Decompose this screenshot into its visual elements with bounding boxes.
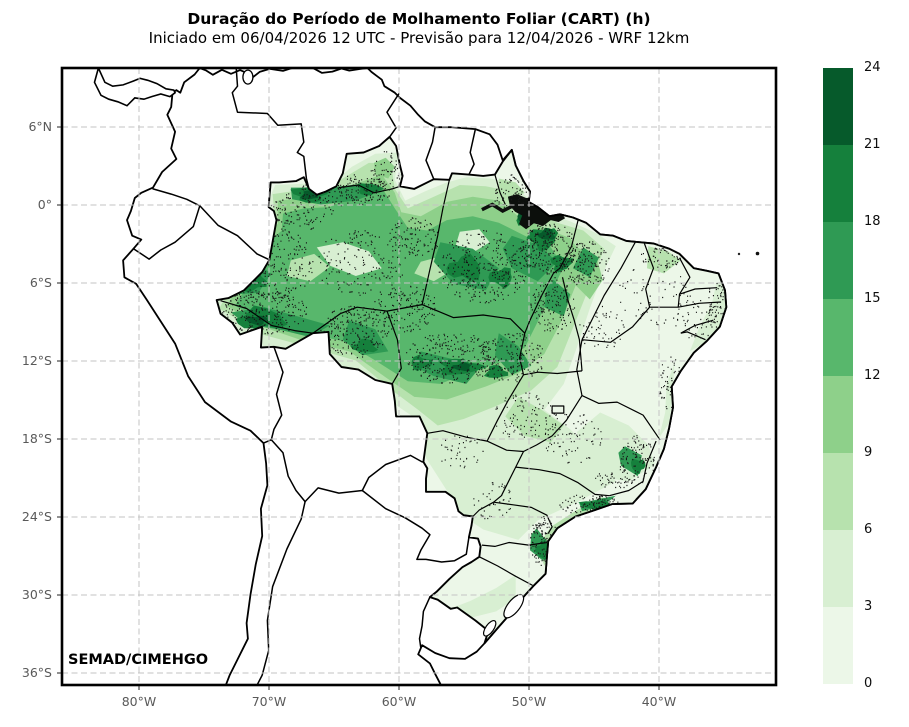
state-borders xyxy=(220,174,722,586)
colorbar-swatch xyxy=(823,299,853,376)
colorbar-swatch xyxy=(823,145,853,222)
lat-tick-label: 6°S xyxy=(29,275,52,290)
lon-tick-label: 40°W xyxy=(641,694,677,709)
fernando-de-noronha-dot xyxy=(755,251,760,256)
colorbar-tick-label: 21 xyxy=(864,137,881,152)
colorbar-swatch xyxy=(823,453,853,530)
credit-label: SEMAD/CIMEHGO xyxy=(68,652,209,668)
lon-tick-label: 60°W xyxy=(381,694,417,709)
lat-tick-label: 36°S xyxy=(21,665,52,680)
atol-das-rocas-dot xyxy=(737,252,741,256)
lake-maracaibo xyxy=(242,69,254,85)
colorbar-tick-label: 9 xyxy=(864,445,873,460)
colorbar-swatch xyxy=(823,222,853,299)
brazil-border xyxy=(215,135,728,645)
lat-tick-label: 6°N xyxy=(28,119,52,134)
gridlines xyxy=(62,68,776,685)
lon-tick-label: 70°W xyxy=(251,694,287,709)
colorbar-tick-label: 12 xyxy=(864,368,881,383)
map-geography xyxy=(93,68,760,685)
colorbar-tick-label: 0 xyxy=(864,676,873,691)
lat-tick-label: 0° xyxy=(37,197,52,212)
colorbar-tick-label: 15 xyxy=(864,291,881,306)
lat-tick-label: 12°S xyxy=(21,353,52,368)
lat-tick-label: 30°S xyxy=(21,587,52,602)
colorbar-swatch xyxy=(823,68,853,145)
figure-title: Duração do Período de Molhamento Foliar … xyxy=(187,10,651,28)
distrito-federal-outline xyxy=(551,405,565,414)
colorbar-swatch xyxy=(823,530,853,607)
colorbar-swatch xyxy=(823,607,853,684)
lat-tick-label: 18°S xyxy=(21,431,52,446)
lon-tick-label: 50°W xyxy=(511,694,547,709)
lon-tick-label: 80°W xyxy=(121,694,157,709)
figure-subtitle: Iniciado em 06/04/2026 12 UTC - Previsão… xyxy=(148,29,690,47)
axis-ticks xyxy=(57,126,660,690)
colorbar-tick-label: 18 xyxy=(864,214,881,229)
colorbar-tick-label: 6 xyxy=(864,522,873,537)
colorbar-tick-label: 24 xyxy=(864,60,881,75)
map-frame xyxy=(60,66,778,687)
colorbar-swatch xyxy=(823,376,853,453)
lat-tick-label: 24°S xyxy=(21,509,52,524)
colorbar-swatches xyxy=(823,68,853,684)
country-borders xyxy=(132,68,477,685)
panama-landmass xyxy=(93,68,177,107)
lagoa-mirim xyxy=(482,619,497,637)
colorbar-tick-label: 3 xyxy=(864,599,873,614)
